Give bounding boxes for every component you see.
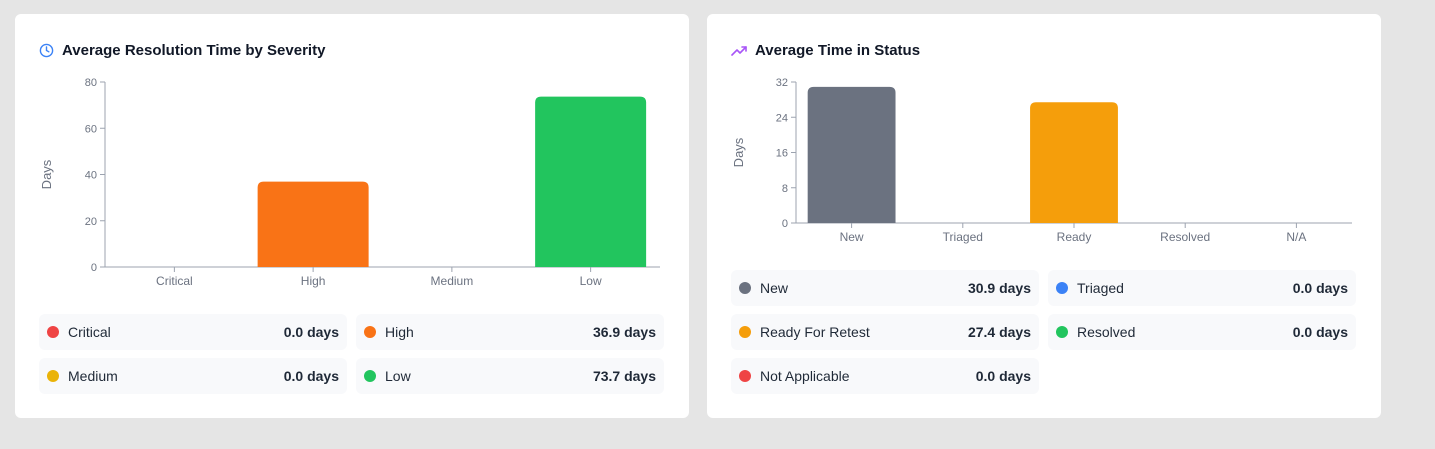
- severity-title-text: Average Resolution Time by Severity: [62, 42, 326, 59]
- status-legend-dot: [1056, 326, 1068, 338]
- status-y-tick-label: 16: [776, 148, 788, 160]
- status-x-tick-label: Triaged: [943, 230, 983, 244]
- status-legend-item-not-applicable: Not Applicable 0.0 days: [731, 358, 1039, 394]
- status-y-tick-label: 32: [776, 77, 788, 89]
- status-legend-label: Not Applicable: [760, 368, 850, 384]
- status-legend-dot: [1056, 282, 1068, 294]
- severity-legend-item-low: Low 73.7 days: [356, 358, 664, 394]
- status-bar-ready: [1030, 102, 1118, 223]
- severity-legend-dot: [364, 326, 376, 338]
- status-x-tick-label: N/A: [1286, 230, 1306, 244]
- severity-legend-value: 0.0 days: [283, 324, 339, 340]
- status-legend: New 30.9 days Triaged 0.0 days Ready For Ret…: [731, 270, 1356, 394]
- status-legend-label: Triaged: [1077, 280, 1124, 296]
- severity-x-tick-label: Low: [580, 274, 602, 288]
- status-bar-chart: 0 8 16 24 32 Days New Triaged Ready Resolved N/A: [731, 77, 1352, 244]
- severity-bar-high: [257, 181, 369, 267]
- severity-y-tick-label: 20: [85, 216, 97, 228]
- severity-legend-item-medium: Medium 0.0 days: [39, 358, 347, 394]
- severity-y-tick-label: 0: [91, 262, 97, 274]
- status-bar-new: [807, 86, 896, 223]
- severity-x-tick-label: Critical: [156, 274, 193, 288]
- status-legend-value: 0.0 days: [1292, 324, 1348, 340]
- severity-bar-low: [535, 96, 647, 267]
- clock-icon: [39, 43, 54, 58]
- severity-legend-dot: [47, 370, 59, 382]
- status-legend-label: New: [760, 280, 789, 296]
- severity-legend-value: 36.9 days: [592, 324, 656, 340]
- severity-legend-label: Medium: [68, 368, 118, 384]
- status-x-tick-label: Ready: [1057, 230, 1092, 244]
- severity-legend-dot: [47, 326, 59, 338]
- status-x-tick-label: New: [840, 230, 864, 244]
- severity-x-tick-label: Medium: [431, 274, 474, 288]
- status-legend-value: 30.9 days: [967, 280, 1031, 296]
- severity-y-tick-label: 40: [85, 170, 97, 182]
- severity-legend-label: Low: [385, 368, 411, 384]
- status-legend-dot: [739, 282, 751, 294]
- severity-legend-dot: [364, 370, 376, 382]
- severity-legend-label: High: [385, 324, 414, 340]
- severity-legend-value: 0.0 days: [283, 368, 339, 384]
- status-card-title: Average Time in Status: [731, 42, 920, 59]
- status-legend-item-triaged: Triaged 0.0 days: [1048, 270, 1356, 306]
- status-legend-item-resolved: Resolved 0.0 days: [1048, 314, 1356, 350]
- status-x-tick-label: Resolved: [1160, 230, 1210, 244]
- status-legend-item-new: New 30.9 days: [731, 270, 1039, 306]
- status-legend-label: Ready For Retest: [760, 324, 870, 340]
- severity-y-axis-label: Days: [39, 159, 54, 189]
- status-card: Average Time in Status 0 8 16 24 32 Days New Tr…: [707, 14, 1381, 418]
- status-legend-dot: [739, 326, 751, 338]
- status-legend-item-ready-for-retest: Ready For Retest 27.4 days: [731, 314, 1039, 350]
- severity-y-tick-label: 60: [85, 123, 97, 135]
- trending-up-icon: [731, 45, 747, 56]
- severity-legend-item-critical: Critical 0.0 days: [39, 314, 347, 350]
- status-title-text: Average Time in Status: [755, 42, 921, 59]
- status-y-tick-label: 24: [776, 112, 788, 124]
- severity-legend-value: 73.7 days: [592, 368, 656, 384]
- severity-card: Average Resolution Time by Severity 0 20 4…: [15, 14, 689, 418]
- severity-legend-item-high: High 36.9 days: [356, 314, 664, 350]
- status-y-tick-label: 0: [782, 218, 788, 230]
- severity-bar-chart: 0 20 40 60 80 Days Critical High Medium Low: [39, 77, 660, 288]
- severity-y-tick-label: 80: [85, 77, 97, 89]
- severity-legend: Critical 0.0 days High 36.9 days Medium 0.0 d…: [39, 314, 664, 394]
- severity-x-tick-label: High: [301, 274, 326, 288]
- status-legend-label: Resolved: [1077, 324, 1136, 340]
- severity-legend-label: Critical: [68, 324, 111, 340]
- status-y-tick-label: 8: [782, 183, 788, 195]
- severity-card-title: Average Resolution Time by Severity: [39, 42, 325, 59]
- status-legend-value: 0.0 days: [1292, 280, 1348, 296]
- status-legend-value: 0.0 days: [975, 368, 1031, 384]
- status-y-axis-label: Days: [731, 137, 746, 167]
- status-legend-value: 27.4 days: [967, 324, 1031, 340]
- status-legend-dot: [739, 370, 751, 382]
